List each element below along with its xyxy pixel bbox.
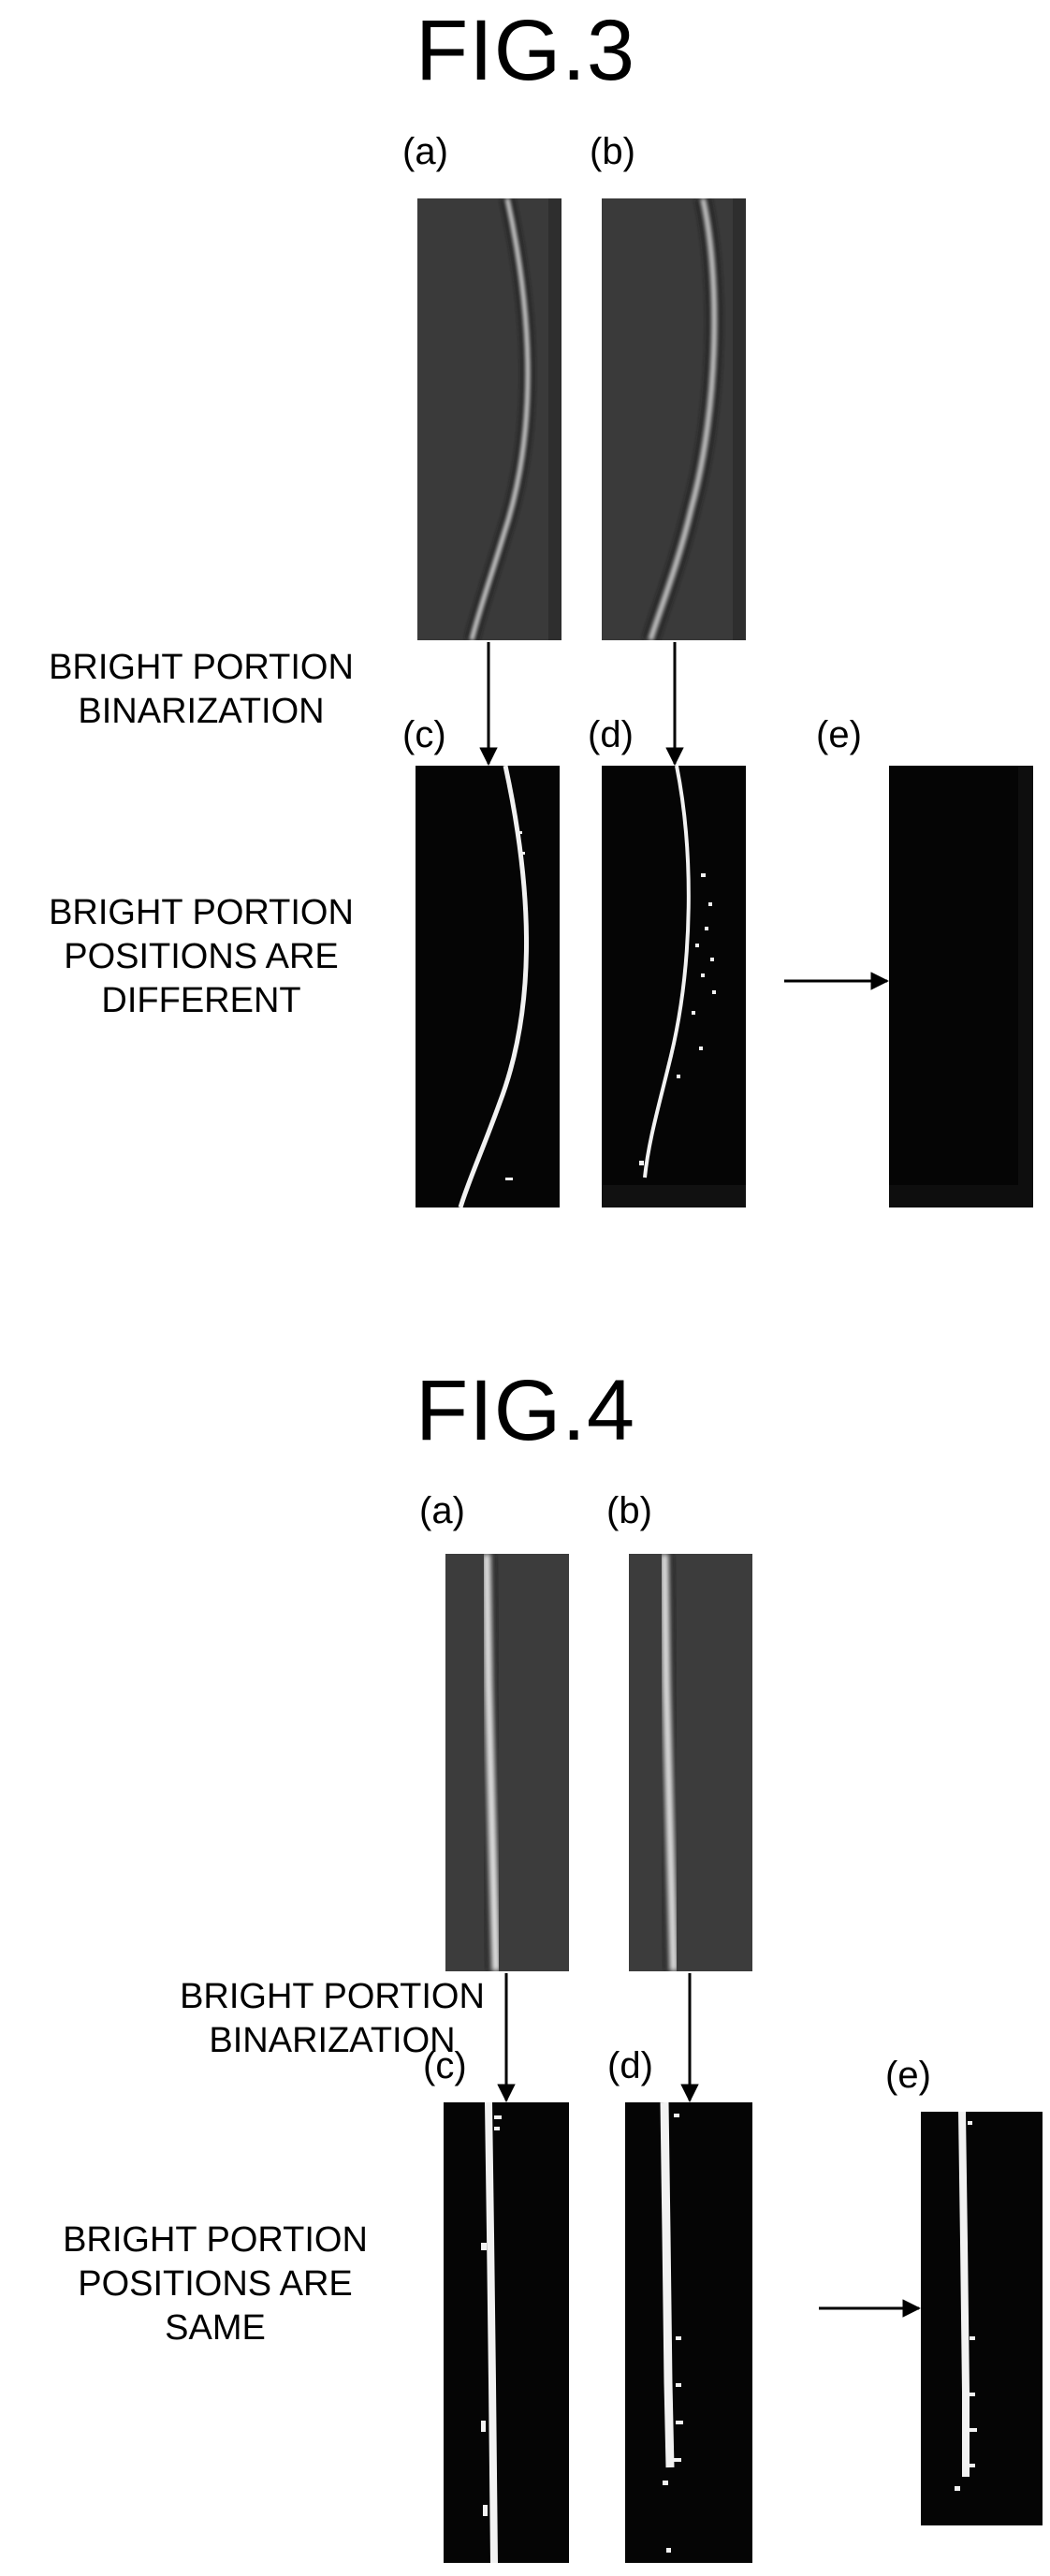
arrow-layer — [0, 0, 1050, 2576]
